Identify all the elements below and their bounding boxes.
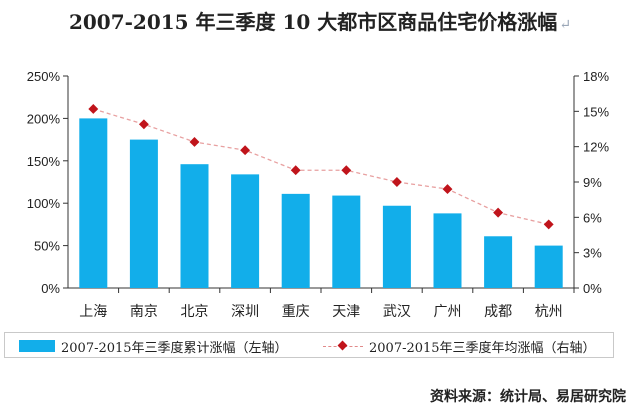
x-axis-tick-label: 杭州 <box>535 304 563 320</box>
x-axis-tick-label: 广州 <box>434 304 462 320</box>
right-axis-tick-label: 15% <box>583 104 609 119</box>
bar-广州 <box>433 213 462 288</box>
x-axis-tick-label: 成都 <box>484 304 512 320</box>
bar-南京 <box>129 139 158 288</box>
right-axis-tick-label: 18% <box>583 69 609 84</box>
right-axis-tick-label: 6% <box>583 210 602 225</box>
annual-growth-point-深圳 <box>240 145 251 156</box>
x-axis-tick-label: 上海 <box>79 304 107 320</box>
chart-plot: 0% 50% 100% 150% 200% 250% 0% 3% 6% 9% 12% 15% 18% 上海… <box>27 69 610 320</box>
legend: 2007-2015年三季度累计涨幅（左轴） 2007-2015年三季度年均涨幅（… <box>4 332 614 358</box>
annual-growth-point-杭州 <box>543 219 554 230</box>
x-axis-tick-label: 北京 <box>181 304 209 320</box>
annual-growth-line <box>93 108 549 226</box>
annual-growth-point-天津 <box>341 165 352 176</box>
bar-成都 <box>484 236 513 288</box>
bar-北京 <box>180 164 209 288</box>
right-axis-tick-label: 3% <box>583 246 602 261</box>
x-axis-tick-label: 天津 <box>332 304 360 320</box>
legend-line-swatch <box>323 340 363 352</box>
left-axis-tick-label: 200% <box>27 111 61 126</box>
annual-growth-point-成都 <box>493 207 504 218</box>
return-mark-icon: ↵ <box>559 17 572 33</box>
left-axis-tick-label: 100% <box>27 196 61 211</box>
legend-label-annual: 2007-2015年三季度年均涨幅（右轴） <box>369 340 596 356</box>
annual-growth-point-北京 <box>189 137 200 147</box>
legend-item-annual: 2007-2015年三季度年均涨幅（右轴） <box>323 333 596 359</box>
right-axis-tick-label: 0% <box>583 281 602 296</box>
bar-武汉 <box>382 205 411 288</box>
legend-bar-swatch <box>19 340 55 352</box>
bar-重庆 <box>281 193 310 288</box>
bar-深圳 <box>231 174 260 288</box>
x-axis-tick-label: 南京 <box>130 304 158 320</box>
left-axis-tick-label: 0% <box>41 281 60 296</box>
right-axis-tick-label: 9% <box>583 175 602 190</box>
left-axis-tick-label: 150% <box>27 154 61 169</box>
x-axis-tick-label: 重庆 <box>282 304 310 320</box>
left-axis-tick-label: 250% <box>27 69 61 84</box>
bar-天津 <box>332 195 361 288</box>
bar-杭州 <box>534 245 563 288</box>
chart-title: 2007-2015 年三季度 10 大都市区商品住宅价格涨幅 ↵ <box>68 10 572 34</box>
left-axis-tick-label: 50% <box>34 239 60 254</box>
annual-growth-point-武汉 <box>391 177 402 187</box>
x-axis-tick-label: 深圳 <box>231 304 259 320</box>
annual-growth-point-重庆 <box>290 165 301 176</box>
annual-growth-point-广州 <box>442 184 453 195</box>
bar-上海 <box>79 118 108 289</box>
annual-growth-point-上海 <box>88 104 99 114</box>
legend-label-cumulative: 2007-2015年三季度累计涨幅（左轴） <box>61 340 288 356</box>
x-axis-tick-label: 武汉 <box>383 304 411 320</box>
legend-item-cumulative: 2007-2015年三季度累计涨幅（左轴） <box>19 333 288 359</box>
right-axis-tick-label: 12% <box>583 140 609 155</box>
source-note: 资料来源：统计局、易居研究院 <box>430 389 626 405</box>
annual-growth-point-南京 <box>138 119 149 130</box>
